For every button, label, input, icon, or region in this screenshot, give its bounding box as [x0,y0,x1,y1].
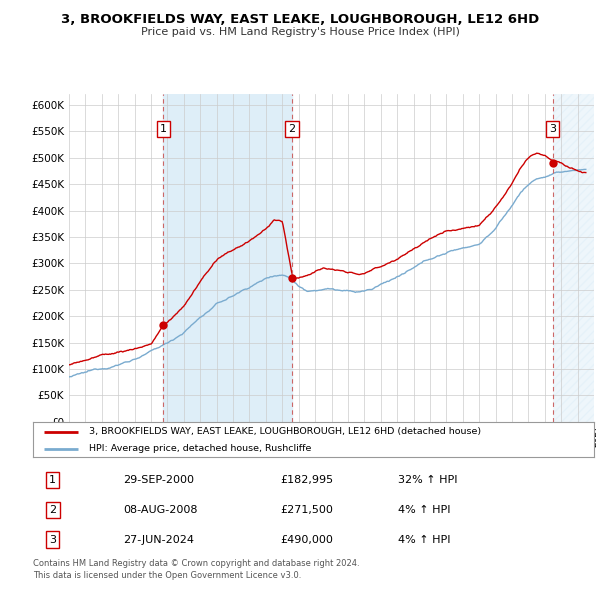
Text: £182,995: £182,995 [280,475,333,485]
Text: £271,500: £271,500 [280,505,333,515]
Text: 3: 3 [549,124,556,134]
Text: 08-AUG-2008: 08-AUG-2008 [123,505,197,515]
Bar [163,94,292,422]
Text: 29-SEP-2000: 29-SEP-2000 [123,475,194,485]
Text: 1: 1 [49,475,56,485]
Text: 4% ↑ HPI: 4% ↑ HPI [398,505,450,515]
Text: £490,000: £490,000 [280,535,333,545]
Text: Price paid vs. HM Land Registry's House Price Index (HPI): Price paid vs. HM Land Registry's House … [140,27,460,37]
Text: 3, BROOKFIELDS WAY, EAST LEAKE, LOUGHBOROUGH, LE12 6HD: 3, BROOKFIELDS WAY, EAST LEAKE, LOUGHBOR… [61,13,539,26]
Text: 2: 2 [289,124,296,134]
Text: Contains HM Land Registry data © Crown copyright and database right 2024.
This d: Contains HM Land Registry data © Crown c… [33,559,359,580]
Text: 2: 2 [49,505,56,515]
Bar [553,94,594,422]
Text: 3, BROOKFIELDS WAY, EAST LEAKE, LOUGHBOROUGH, LE12 6HD (detached house): 3, BROOKFIELDS WAY, EAST LEAKE, LOUGHBOR… [89,427,481,436]
Text: 3: 3 [49,535,56,545]
Text: 32% ↑ HPI: 32% ↑ HPI [398,475,457,485]
Text: 1: 1 [160,124,167,134]
Text: 4% ↑ HPI: 4% ↑ HPI [398,535,450,545]
Text: HPI: Average price, detached house, Rushcliffe: HPI: Average price, detached house, Rush… [89,444,311,453]
Text: 27-JUN-2024: 27-JUN-2024 [123,535,194,545]
